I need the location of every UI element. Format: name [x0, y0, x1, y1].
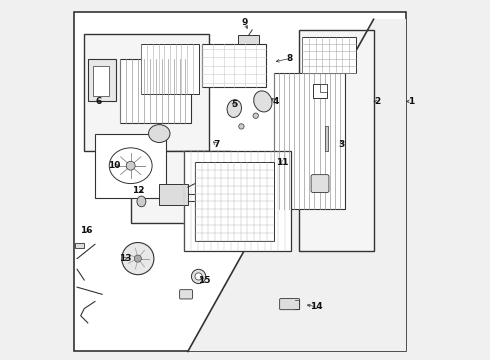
Polygon shape	[188, 19, 406, 351]
Text: 4: 4	[272, 97, 278, 106]
Bar	[302, 37, 356, 73]
Bar	[298, 30, 373, 251]
Bar	[238, 35, 259, 44]
Bar	[273, 73, 345, 208]
Ellipse shape	[253, 113, 258, 118]
Bar	[195, 162, 273, 241]
Ellipse shape	[227, 100, 242, 117]
Bar	[313, 84, 327, 98]
Bar	[131, 152, 231, 223]
Text: 13: 13	[119, 254, 132, 263]
Ellipse shape	[254, 91, 272, 112]
Text: 8: 8	[287, 54, 293, 63]
Bar	[75, 243, 84, 248]
Ellipse shape	[148, 125, 170, 143]
Text: 7: 7	[213, 140, 220, 149]
Text: 11: 11	[276, 158, 289, 167]
FancyBboxPatch shape	[180, 290, 193, 299]
FancyBboxPatch shape	[280, 298, 300, 310]
Text: 10: 10	[108, 161, 121, 170]
Text: 9: 9	[242, 18, 248, 27]
Ellipse shape	[122, 243, 154, 275]
Bar	[93, 66, 109, 96]
Text: 6: 6	[96, 97, 101, 106]
Text: 1: 1	[408, 97, 414, 106]
Text: 12: 12	[132, 186, 144, 195]
Bar	[120, 59, 192, 123]
Text: 3: 3	[338, 140, 344, 149]
Ellipse shape	[109, 148, 152, 184]
Bar	[95, 134, 167, 198]
Text: 14: 14	[310, 302, 323, 311]
Bar	[142, 44, 198, 94]
Bar	[320, 84, 327, 93]
Text: 16: 16	[80, 225, 92, 234]
Ellipse shape	[137, 196, 146, 207]
Bar	[325, 126, 328, 152]
Text: 2: 2	[374, 97, 380, 106]
Text: 5: 5	[231, 100, 238, 109]
FancyBboxPatch shape	[88, 59, 117, 102]
Ellipse shape	[195, 273, 202, 280]
Bar	[184, 152, 292, 251]
Bar	[84, 33, 209, 152]
Ellipse shape	[134, 255, 142, 262]
Ellipse shape	[192, 269, 206, 284]
Text: 15: 15	[197, 275, 210, 284]
Ellipse shape	[126, 161, 135, 170]
Ellipse shape	[239, 124, 244, 129]
Bar	[159, 184, 188, 205]
FancyBboxPatch shape	[311, 175, 329, 193]
Bar	[202, 44, 267, 87]
